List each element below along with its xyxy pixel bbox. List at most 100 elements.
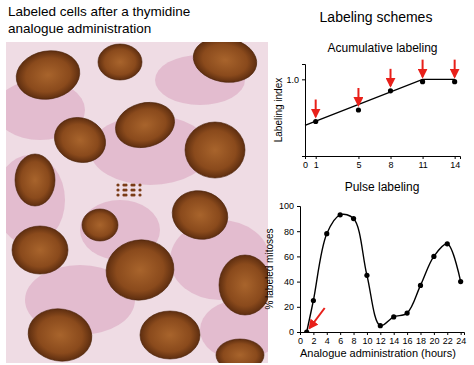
series-line <box>307 214 461 332</box>
chromatin <box>116 183 119 186</box>
labeled-nucleus <box>98 44 142 80</box>
x-tick-label: 6 <box>338 336 343 346</box>
administration-arrow <box>454 60 456 77</box>
chromatin <box>138 193 141 196</box>
y-axis-title: % labeled mitoses <box>264 228 275 309</box>
data-point <box>452 79 457 84</box>
data-point <box>378 323 383 328</box>
administration-arrow <box>357 88 359 105</box>
labeled-nucleus <box>82 209 118 241</box>
administration-arrow <box>390 69 392 86</box>
figure: Labeled cells after a thymidineanalogue … <box>0 0 474 365</box>
x-tick-label: 2 <box>311 336 316 346</box>
x-tick-mark <box>358 156 359 159</box>
y-axis-line <box>297 207 301 333</box>
chart-title: Pulse labeling <box>345 180 420 194</box>
labeled-nucleus <box>15 154 55 206</box>
data-point <box>418 283 423 288</box>
x-tick: 0 <box>298 332 303 346</box>
x-tick-mark <box>354 332 355 335</box>
x-tick-mark <box>313 332 314 335</box>
y-tick-label: 0 <box>289 327 294 337</box>
data-point <box>338 212 343 217</box>
x-tick-label: 14 <box>389 336 399 346</box>
x-tick-label: 18 <box>416 336 426 346</box>
administration-arrow <box>422 60 424 77</box>
x-tick: 8 <box>389 156 394 170</box>
y-tick-mark <box>297 206 300 207</box>
x-tick: 12 <box>376 332 386 346</box>
chromatin <box>132 193 135 196</box>
arrows <box>310 308 325 328</box>
data-point <box>311 298 316 303</box>
x-tick: 2 <box>311 332 316 346</box>
chromatin <box>138 183 141 186</box>
labeled-nucleus <box>190 42 261 87</box>
data-point <box>405 311 410 316</box>
x-tick-label: 5 <box>356 160 361 170</box>
x-tick-label: 16 <box>403 336 413 346</box>
x-tick-label: 22 <box>443 336 453 346</box>
y-axis-line <box>302 65 306 157</box>
y-axis: 0 20 40 60 80 100 <box>279 201 301 337</box>
x-tick: 6 <box>338 332 343 346</box>
y-tick: 100 <box>279 201 300 211</box>
micrograph <box>6 42 268 363</box>
plot-area <box>305 79 457 125</box>
x-tick: 16 <box>403 332 413 346</box>
x-tick: 20 <box>429 332 439 346</box>
x-tick-mark <box>316 156 317 159</box>
chromatin <box>124 188 127 191</box>
y-tick-mark <box>297 332 300 333</box>
schemes-title: Labeling schemes <box>320 9 433 25</box>
chromatin <box>132 183 135 186</box>
x-tick-mark <box>394 332 395 335</box>
labeled-nucleus <box>140 311 200 359</box>
data-point <box>324 231 329 236</box>
chart: Acumulative labeling015811141.0Labeling … <box>273 41 461 170</box>
chart: Pulse labeling02468101214161820222402040… <box>264 180 466 359</box>
y-tick-label: 20 <box>284 302 294 312</box>
x-tick: 11 <box>418 156 427 170</box>
y-tick-label: 40 <box>284 277 294 287</box>
x-tick-mark <box>407 332 408 335</box>
x-axis-line <box>301 333 465 336</box>
x-tick-label: 11 <box>418 160 427 170</box>
series-line <box>305 79 455 125</box>
image-title: analogue administration <box>8 21 151 36</box>
x-tick: 10 <box>362 332 372 346</box>
x-tick-label: 4 <box>325 336 330 346</box>
data-point <box>391 314 396 319</box>
administration-arrow <box>310 308 325 328</box>
plot-area <box>304 212 463 333</box>
x-tick-label: 8 <box>352 336 357 346</box>
x-tick-label: 14 <box>450 160 460 170</box>
administration-arrow <box>315 100 317 117</box>
y-tick: 20 <box>284 302 300 312</box>
x-tick-label: 20 <box>429 336 439 346</box>
y-tick: 1.0 <box>286 75 305 85</box>
labeled-nucleus <box>48 110 112 169</box>
data-point <box>351 216 356 221</box>
chromatin <box>132 188 135 191</box>
chromatin <box>116 188 119 191</box>
data-point <box>431 254 436 259</box>
y-tick: 0 <box>289 327 300 337</box>
chart-title: Acumulative labeling <box>327 41 437 55</box>
chromatin <box>124 193 127 196</box>
x-tick-label: 12 <box>376 336 386 346</box>
x-tick-mark <box>340 332 341 335</box>
y-axis: 1.0 <box>286 65 305 157</box>
arrows <box>316 60 455 117</box>
x-axis-title: Analogue administration (hours) <box>300 347 456 359</box>
chromatin <box>124 183 127 186</box>
y-tick-label: 60 <box>284 252 294 262</box>
x-tick-mark <box>447 332 448 335</box>
labeled-nucleus <box>24 304 96 363</box>
x-tick-mark <box>420 332 421 335</box>
x-tick-label: 0 <box>303 160 308 170</box>
x-tick: 14 <box>389 332 399 346</box>
x-tick-mark <box>455 156 456 159</box>
y-tick-mark <box>297 282 300 283</box>
y-tick: 80 <box>284 227 300 237</box>
